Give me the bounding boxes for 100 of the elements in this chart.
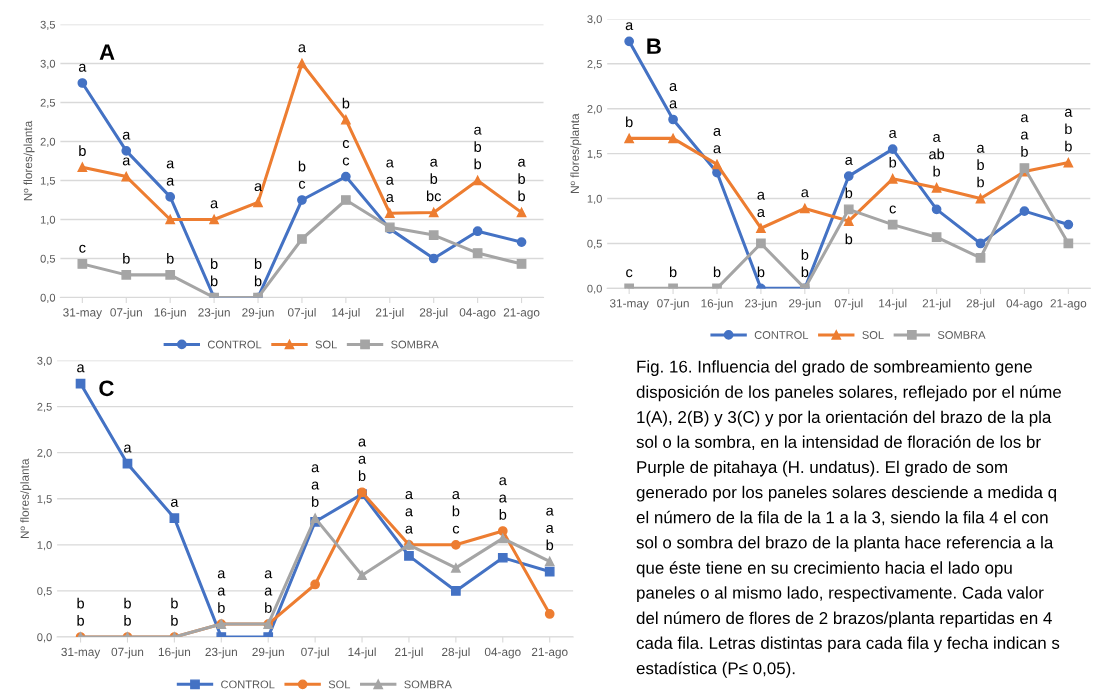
text: cada fila. Letras distintas para cada fila y fecha indican s bbox=[636, 636, 1060, 653]
annotation: c bbox=[626, 269, 633, 278]
text: generado por los paneles solares desciende a medida q bbox=[636, 485, 1056, 502]
annotation: b bbox=[845, 233, 853, 245]
annotation: a a bbox=[166, 160, 175, 186]
y-tick-label: 0,5 bbox=[587, 239, 602, 249]
x-tick-label: 14-jul bbox=[348, 647, 376, 659]
annotation: a bbox=[77, 364, 85, 373]
y-axis-title: Nº flores/planta bbox=[570, 113, 582, 193]
y-tick-label: 2,0 bbox=[40, 137, 56, 147]
x-tick-label: 04-ago bbox=[1006, 299, 1043, 310]
annotation: c bbox=[889, 205, 896, 214]
y-tick-label: 1,5 bbox=[40, 176, 56, 186]
x-tick-label: 04-ago bbox=[484, 647, 521, 659]
legend-label: SOL bbox=[328, 680, 351, 689]
x-tick-label: 14-jul bbox=[332, 307, 360, 319]
x-tick-label: 31-may bbox=[61, 647, 101, 659]
legend-label: SOL bbox=[315, 340, 337, 349]
x-tick-label: 07-jul bbox=[287, 307, 316, 319]
y-tick-label: 3,0 bbox=[37, 356, 52, 366]
annotation: b bbox=[626, 116, 633, 128]
annotation: a bbox=[889, 129, 897, 138]
y-tick-label: 1,0 bbox=[37, 541, 52, 551]
x-tick-label: 28-jul bbox=[966, 298, 995, 310]
legend-label: SOL bbox=[862, 331, 884, 339]
x-tick-label: 29-jun bbox=[789, 298, 821, 310]
y-axis-title: Nº flores/planta bbox=[23, 120, 35, 201]
text: Purple de pitahaya (H. undatus). El grado de som bbox=[637, 460, 1007, 477]
annotation: b b bbox=[801, 249, 809, 278]
y-axis-title: Nº flores/planta bbox=[20, 458, 32, 538]
annotation: a a b bbox=[358, 438, 367, 482]
x-tick-label: 16-jun bbox=[154, 307, 186, 319]
caption: Fig. 16. Influencia del grado de sombreamiento gene bbox=[637, 360, 1032, 376]
x-tick-label: 07-jul bbox=[301, 647, 329, 659]
legend-label: SOMBRA bbox=[937, 331, 986, 339]
annotation: a bbox=[210, 200, 219, 209]
text: sol o sombra del brazo de la planta hace referencia a la bbox=[636, 536, 1054, 552]
x-tick-label: 07-jun bbox=[657, 298, 689, 310]
annotation: a bbox=[122, 131, 131, 140]
annotation: b b bbox=[77, 597, 84, 626]
text: C bbox=[99, 380, 114, 397]
x-tick-label: 16-jun bbox=[158, 647, 191, 659]
legend-label: CONTROL bbox=[754, 331, 809, 339]
annotation: a bbox=[801, 189, 809, 198]
annotation: a b c bbox=[452, 491, 460, 534]
annotation: a a b bbox=[311, 464, 320, 507]
annotation: b c bbox=[298, 160, 306, 189]
x-tick-label: 04-ago bbox=[459, 308, 496, 319]
x-tick-label: 23-jun bbox=[205, 647, 237, 659]
annotation: b bbox=[342, 97, 350, 109]
y-tick-label: 3,0 bbox=[40, 59, 56, 69]
text: estadística (P≤ 0,05). bbox=[636, 661, 795, 678]
annotation: b bbox=[79, 145, 86, 157]
text: B bbox=[647, 38, 661, 54]
y-tick-label: 0,0 bbox=[37, 633, 52, 643]
annotation: a bbox=[170, 498, 179, 507]
annotation: a a b bbox=[1021, 114, 1029, 157]
annotation: b b bbox=[171, 597, 178, 626]
y-tick-label: 2,5 bbox=[40, 98, 56, 108]
text: sol o la sombra, en la intensidad de floración de los br bbox=[636, 435, 1041, 450]
y-tick-label: 3,5 bbox=[40, 20, 56, 30]
x-tick-label: 28-jul bbox=[419, 307, 448, 319]
x-tick-label: 21-jul bbox=[395, 647, 423, 659]
y-tick-label: 3,0 bbox=[587, 15, 602, 25]
annotation: a a b bbox=[264, 570, 273, 613]
annotation: b bbox=[757, 266, 765, 278]
y-tick-label: 1,5 bbox=[37, 495, 52, 505]
y-tick-label: 1,5 bbox=[587, 150, 602, 160]
text: disposición de los paneles solares, reflejado por el núme bbox=[636, 385, 1062, 402]
annotation: a a b bbox=[499, 477, 507, 520]
x-tick-label: 29-jun bbox=[252, 647, 284, 659]
x-tick-label: 31-may bbox=[63, 308, 103, 319]
annotation: a a bbox=[757, 191, 765, 217]
annotation: a a b bbox=[217, 570, 226, 613]
annotation: b b bbox=[124, 597, 131, 626]
x-tick-label: 21-ago bbox=[503, 308, 540, 319]
legend-label: SOMBRA bbox=[391, 340, 439, 349]
x-tick-label: 31-may bbox=[609, 299, 649, 310]
annotation: b bbox=[889, 156, 897, 168]
annotation: a ab b bbox=[929, 133, 945, 177]
x-tick-label: 21-ago bbox=[531, 647, 568, 659]
legend-label: SOMBRA bbox=[404, 680, 452, 689]
annotation: a a bbox=[713, 127, 722, 154]
annotation: a bbox=[298, 44, 306, 53]
annotation: a bbox=[845, 156, 853, 165]
annotation: b bbox=[845, 187, 853, 199]
y-tick-label: 0,5 bbox=[37, 587, 52, 597]
x-tick-label: 21-jul bbox=[922, 298, 951, 310]
y-tick-label: 2,5 bbox=[37, 402, 52, 413]
annotation: b b bbox=[211, 258, 218, 287]
text: del número de flores de 2 brazos/planta repartidas en 4 bbox=[636, 611, 1052, 628]
annotation: b b bbox=[254, 258, 262, 287]
annotation: c c bbox=[342, 140, 350, 166]
x-tick-label: 14-jul bbox=[879, 298, 907, 310]
annotation: a b b bbox=[977, 144, 985, 188]
text: A bbox=[99, 44, 115, 60]
annotation: a b b bbox=[1064, 108, 1073, 152]
annotation: b bbox=[669, 266, 677, 278]
annotation: a b b bbox=[474, 126, 482, 170]
y-tick-label: 2,5 bbox=[587, 60, 602, 70]
